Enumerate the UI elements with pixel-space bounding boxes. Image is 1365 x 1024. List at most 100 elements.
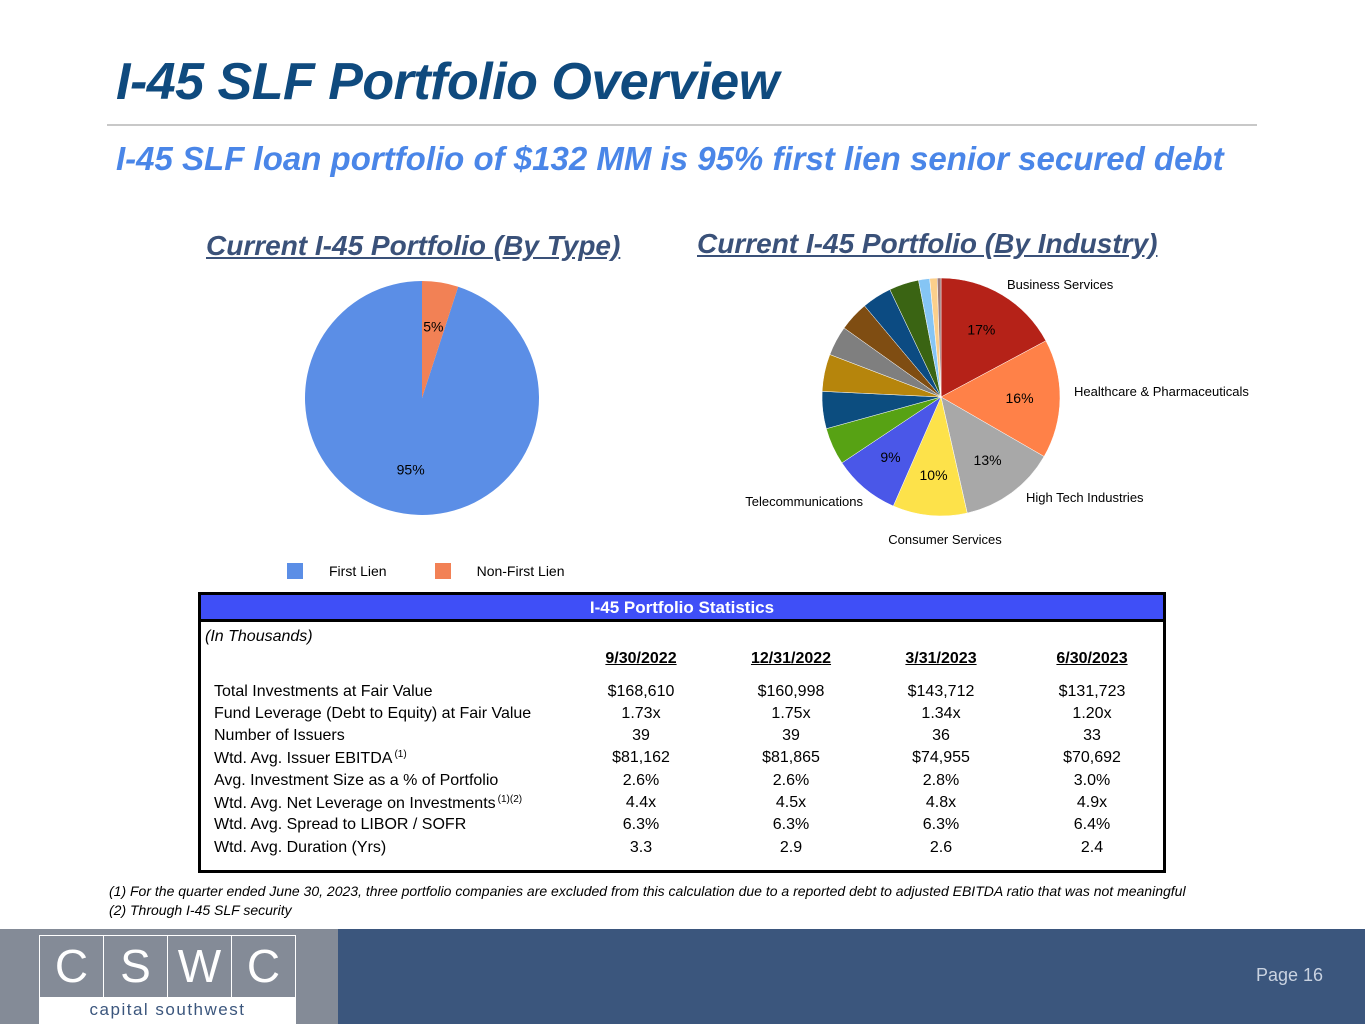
logo-subtitle: capital southwest (39, 998, 296, 1024)
pie-slice-industry-14 (936, 277, 942, 398)
legend-label-non-first-lien: Non-First Lien (476, 563, 565, 579)
table-row: Fund Leverage (Debt to Equity) at Fair V… (201, 705, 1163, 727)
page-number: Page 16 (1255, 965, 1323, 985)
row-label: Number of Issuers (214, 727, 345, 744)
table-cell: 39 (782, 727, 800, 744)
footer-logo-area: C S W C capital southwest (0, 929, 338, 1024)
row-label: Wtd. Avg. Net Leverage on Investments (1)… (214, 794, 523, 812)
legend-label-first-lien: First Lien (329, 563, 387, 579)
table-row: Wtd. Avg. Spread to LIBOR / SOFR 6.3% 6.3%… (201, 816, 1163, 838)
column-header: 6/30/2023 (1056, 650, 1128, 667)
table-cell: 4.4x (625, 794, 657, 811)
table-cell: 1.34x (921, 705, 961, 722)
footnote-2: (2) Through I-45 SLF security (109, 902, 292, 918)
industry-label-healthcare-pharmaceuticals: Healthcare & Pharmaceuticals (1074, 384, 1249, 399)
pie-data-label: 10% (920, 467, 948, 483)
industry-pie-chart: 17% 16% 13% 10% 9% Business Services Healthcar… (745, 277, 1249, 547)
table-cell: 6.4% (1073, 816, 1111, 833)
table-cell: 2.6% (772, 772, 810, 789)
table-cell: 1.20x (1072, 705, 1112, 722)
industry-label-telecommunications: Telecommunications (745, 494, 863, 509)
industry-chart-heading: Current I-45 Portfolio (By Industry) (697, 228, 1158, 259)
title-divider (107, 124, 1257, 126)
row-label: Wtd. Avg. Spread to LIBOR / SOFR (214, 816, 467, 833)
unit-note: (In Thousands) (205, 628, 313, 645)
table-cell: 1.75x (771, 705, 811, 722)
pie-data-label: 95% (397, 462, 425, 478)
table-cell: 2.6% (622, 772, 660, 789)
legend-item-non-first-lien: Non-First Lien (434, 563, 565, 579)
logo-letter: C (246, 940, 281, 992)
page-subtitle: I-45 SLF loan portfolio of $132 MM is 95… (116, 140, 1224, 177)
industry-label-business-services: Business Services (1007, 277, 1114, 292)
table-cell: 2.8% (922, 772, 960, 789)
table-cell: 1.73x (621, 705, 661, 722)
logo-letter: S (104, 936, 168, 997)
table-cell: 3.0% (1073, 772, 1111, 789)
row-label: Fund Leverage (Debt to Equity) at Fair V… (214, 705, 532, 722)
table-cell: 39 (632, 727, 650, 744)
legend-item-first-lien: First Lien (287, 563, 387, 579)
table-row: Number of Issuers 39 39 36 33 (201, 727, 1163, 749)
pie-slice-industry-1 (940, 340, 1061, 457)
portfolio-statistics-table: I-45 Portfolio Statistics (In Thousands)… (198, 592, 1166, 873)
legend-swatch-first-lien (287, 563, 303, 579)
column-header: 12/31/2022 (750, 650, 832, 667)
table-cell: $70,692 (1063, 749, 1121, 766)
table-cell: $81,865 (762, 749, 820, 766)
table-row: Wtd. Avg. Duration (Yrs) 3.3 2.9 2.6 2.4 (201, 839, 1163, 861)
row-label: Wtd. Avg. Duration (Yrs) (214, 839, 387, 856)
table-row: Wtd. Avg. Issuer EBITDA (1) $81,162 $81,865… (201, 749, 1163, 771)
pie-data-label: 13% (974, 452, 1002, 468)
industry-label-consumer-services: Consumer Services (888, 532, 1002, 547)
pie-data-label: 5% (423, 318, 443, 334)
row-label: Wtd. Avg. Issuer EBITDA (1) (214, 749, 407, 767)
pie-data-label: 16% (1006, 390, 1034, 406)
type-pie-chart: 95% 5% (305, 281, 539, 515)
pie-slice-industry-3 (892, 396, 968, 517)
cswc-logo: C S W C (39, 935, 296, 998)
table-cell: 36 (932, 727, 950, 744)
logo-letter: W (168, 936, 232, 997)
table-row: Wtd. Avg. Net Leverage on Investments (1)… (201, 794, 1163, 816)
table-row: Avg. Investment Size as a % of Portfolio… (201, 772, 1163, 794)
table-cell: $74,955 (912, 749, 970, 766)
row-label: Avg. Investment Size as a % of Portfolio (214, 772, 499, 789)
page-title: I-45 SLF Portfolio Overview (116, 53, 779, 111)
table-cell: 33 (1083, 727, 1101, 744)
footnote-1: (1) For the quarter ended June 30, 2023,… (109, 883, 1186, 899)
pie-slice-industry-2 (940, 396, 1045, 514)
pie-slice-industry-0 (940, 277, 1047, 398)
stats-table-header: I-45 Portfolio Statistics (201, 595, 1163, 622)
footnote-marker: (1)(2) (497, 794, 523, 805)
pie-data-label: 9% (880, 449, 900, 465)
table-cell: $160,998 (757, 683, 825, 700)
legend-swatch-non-first-lien (434, 563, 451, 579)
logo-letter: C (40, 936, 104, 997)
pie-data-label: 17% (967, 322, 995, 338)
table-cell: 6.3% (772, 816, 810, 833)
footnote-marker: (1) (394, 749, 407, 760)
table-cell: $143,712 (907, 683, 975, 700)
table-cell: 2.6 (929, 839, 953, 856)
table-cell: $168,610 (607, 683, 675, 700)
table-cell: 6.3% (922, 816, 960, 833)
table-cell: $131,723 (1058, 683, 1126, 700)
table-cell: 2.4 (1080, 839, 1104, 856)
footer-bar: C S W C capital southwest Page 16 (0, 929, 1365, 1024)
pie-slice-non-first-lien (422, 281, 459, 398)
table-cell: 2.9 (779, 839, 803, 856)
type-chart-legend: First Lien Non-First Lien (287, 563, 613, 579)
table-cell: 3.3 (629, 839, 653, 856)
table-row: Total Investments at Fair Value $168,610 $… (201, 683, 1163, 705)
table-cell: 4.8x (925, 794, 957, 811)
table-cell: 6.3% (622, 816, 660, 833)
table-cell: 4.5x (775, 794, 807, 811)
industry-label-high-tech-industries: High Tech Industries (1026, 490, 1144, 505)
type-chart-heading: Current I-45 Portfolio (By Type) (206, 230, 621, 261)
table-cell: 4.9x (1076, 794, 1108, 811)
column-header: 9/30/2022 (605, 650, 677, 667)
row-label: Total Investments at Fair Value (214, 683, 433, 700)
table-cell: $81,162 (612, 749, 670, 766)
column-header: 3/31/2023 (905, 650, 977, 667)
